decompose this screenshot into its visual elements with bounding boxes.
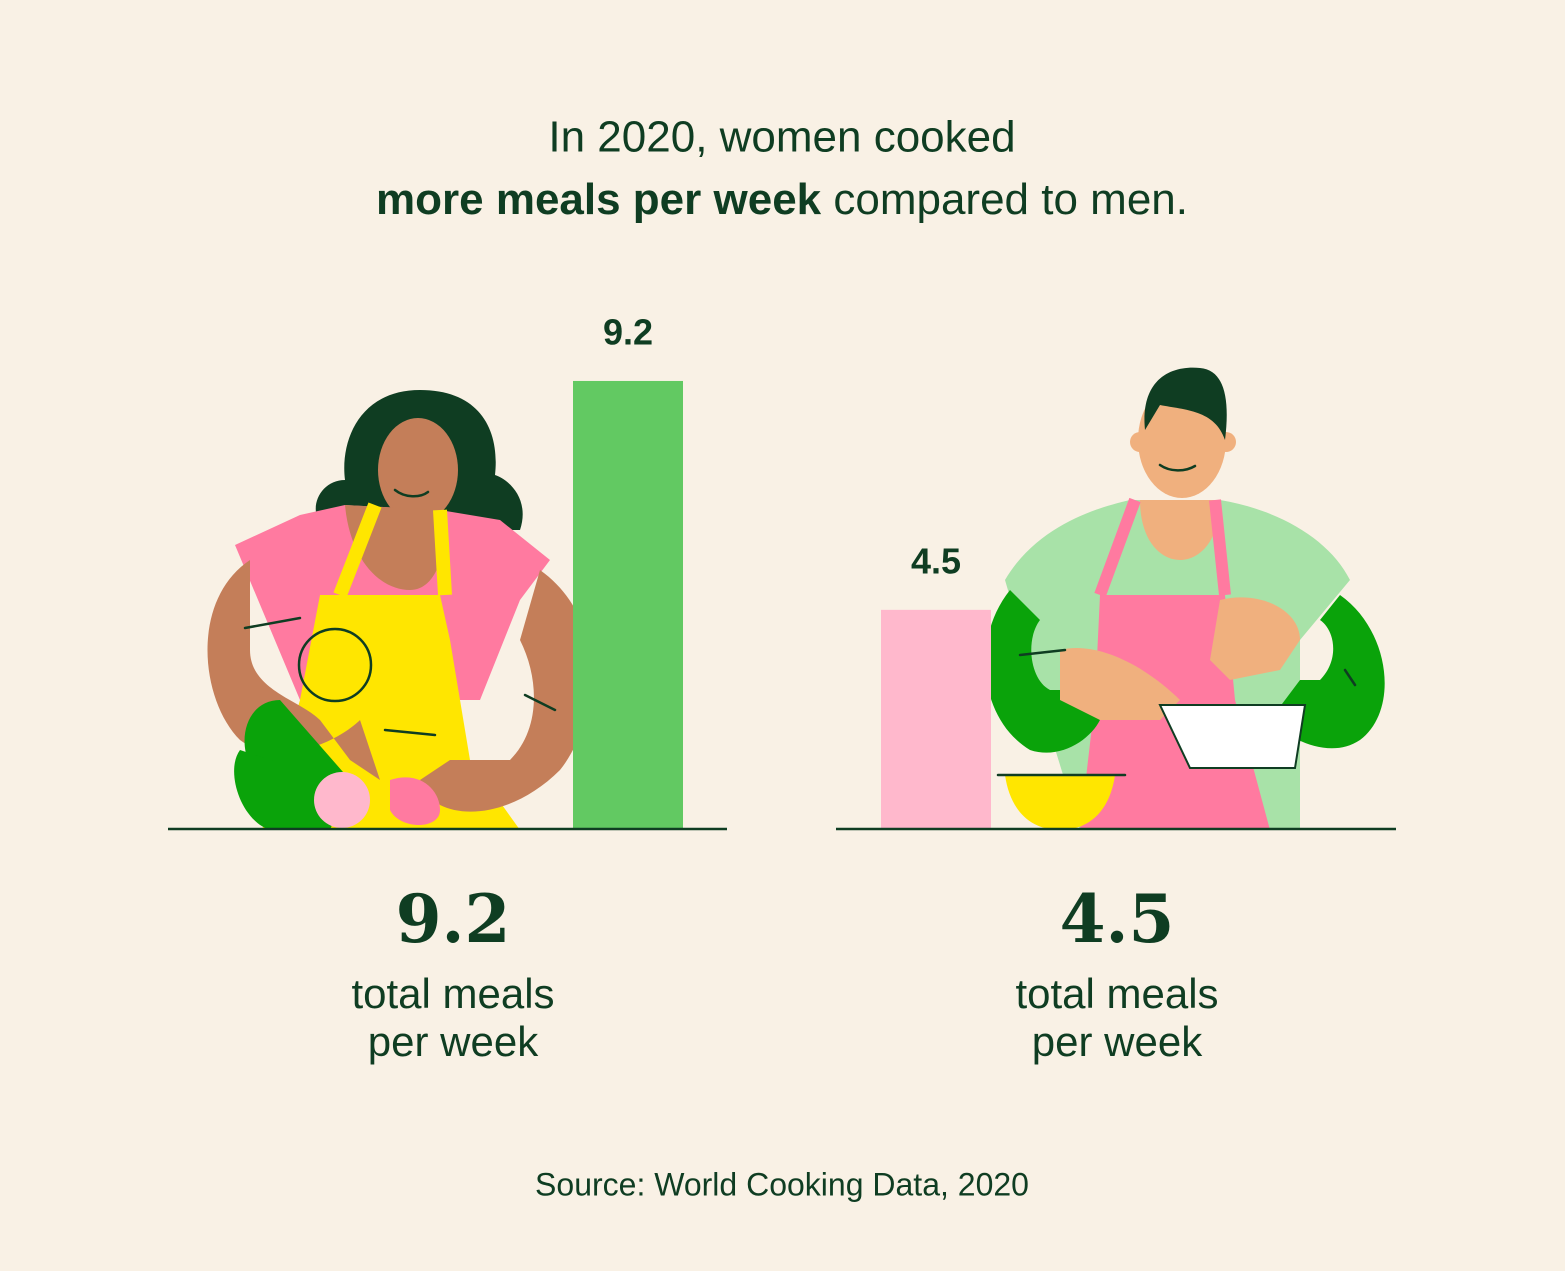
caption-line: per week	[1032, 1018, 1203, 1065]
caption-line: per week	[368, 1018, 539, 1065]
caption-line: total meals	[1015, 970, 1218, 1017]
man-illustration	[985, 367, 1385, 830]
bar-value-label: 4.5	[911, 540, 961, 581]
title-rest: compared to men.	[821, 175, 1188, 224]
title-line: In 2020, women cooked	[548, 113, 1015, 162]
bar	[573, 380, 683, 829]
bar	[881, 609, 991, 829]
woman-illustration	[207, 390, 592, 830]
title-bold: more meals per week	[376, 175, 822, 224]
big-value: 4.5	[1060, 880, 1175, 958]
bar-value-label: 9.2	[603, 311, 653, 352]
title-line: more meals per week compared to men.	[376, 175, 1188, 224]
caption-line: total meals	[351, 970, 554, 1017]
source: Source: World Cooking Data, 2020	[535, 1166, 1029, 1202]
big-value: 9.2	[396, 880, 511, 958]
